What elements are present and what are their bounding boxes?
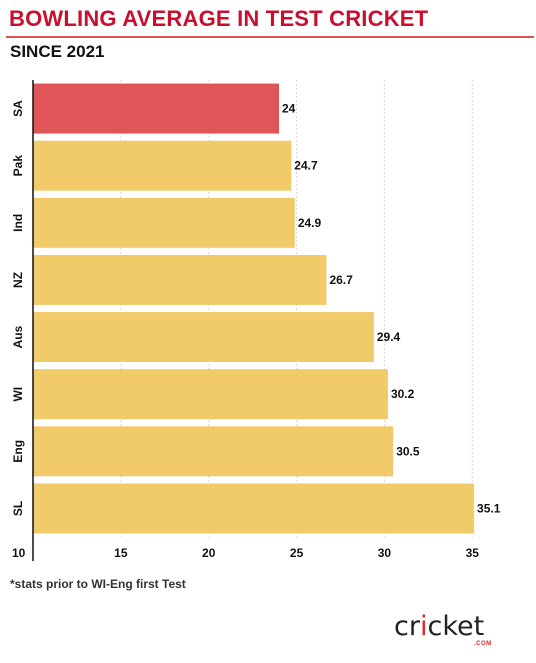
bar-eng (33, 426, 394, 477)
bar-nz (33, 254, 327, 305)
bar-ind (33, 197, 295, 248)
x-tick-label-25: 25 (290, 546, 304, 560)
value-label-aus: 29.4 (377, 330, 401, 344)
value-label-wi: 30.2 (391, 387, 415, 401)
category-label-nz: NZ (11, 272, 25, 288)
bar-sa (33, 83, 279, 134)
x-tick-label-10: 10 (12, 546, 26, 560)
cricket-com-logo: cricket (394, 611, 485, 642)
category-label-wi: WI (11, 387, 25, 402)
value-label-eng: 30.5 (396, 444, 420, 458)
value-label-ind: 24.9 (298, 216, 322, 230)
category-label-ind: Ind (11, 214, 25, 232)
category-label-aus: Aus (11, 325, 25, 348)
chart-title: BOWLING AVERAGE IN TEST CRICKET (9, 6, 429, 31)
bar-aus (33, 312, 374, 363)
title-divider (6, 36, 534, 38)
logo-domain-suffix: .COM (474, 641, 492, 647)
bar-wi (33, 369, 388, 420)
category-label-pak: Pak (11, 155, 25, 177)
bar-sl (33, 483, 475, 534)
chart-subtitle: SINCE 2021 (10, 42, 105, 61)
bar-pak (33, 140, 292, 191)
value-label-sa: 24 (282, 102, 296, 116)
x-tick-label-35: 35 (466, 546, 480, 560)
value-label-nz: 26.7 (329, 273, 353, 287)
category-label-sl: SL (11, 501, 25, 516)
x-tick-label-30: 30 (378, 546, 392, 560)
x-tick-label-15: 15 (114, 546, 128, 560)
footnote: *stats prior to WI-Eng first Test (10, 577, 186, 591)
value-label-pak: 24.7 (294, 159, 318, 173)
category-label-sa: SA (11, 100, 25, 117)
value-label-sl: 35.1 (477, 501, 501, 515)
x-tick-label-20: 20 (202, 546, 216, 560)
category-label-eng: Eng (11, 440, 25, 463)
